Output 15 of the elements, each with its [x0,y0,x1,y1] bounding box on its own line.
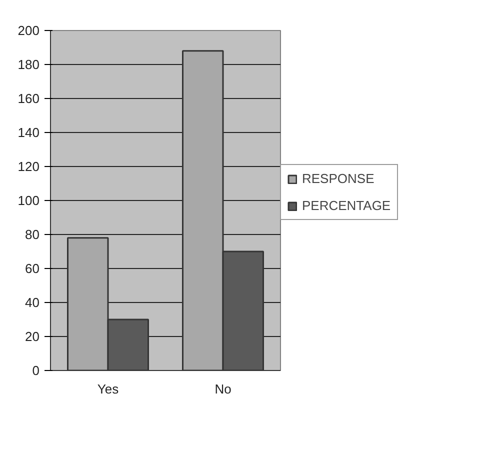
x-tick-label: Yes [97,382,120,396]
y-tick-label: 120 [18,159,40,174]
y-tick-label: 20 [25,329,40,344]
y-tick-label: 200 [18,23,40,38]
y-tick-label: 140 [18,125,40,140]
legend-label: RESPONSE [302,171,374,186]
y-tick-label: 0 [32,363,40,378]
y-tick-label: 100 [18,193,40,208]
legend-label: PERCENTAGE [302,198,391,213]
y-tick-label: 40 [25,295,40,310]
y-tick-label: 80 [25,227,40,242]
y-tick-label: 60 [25,261,40,276]
y-tick-label: 160 [18,91,40,106]
y-tick-label: 180 [18,57,40,72]
x-tick-label: No [214,382,232,396]
